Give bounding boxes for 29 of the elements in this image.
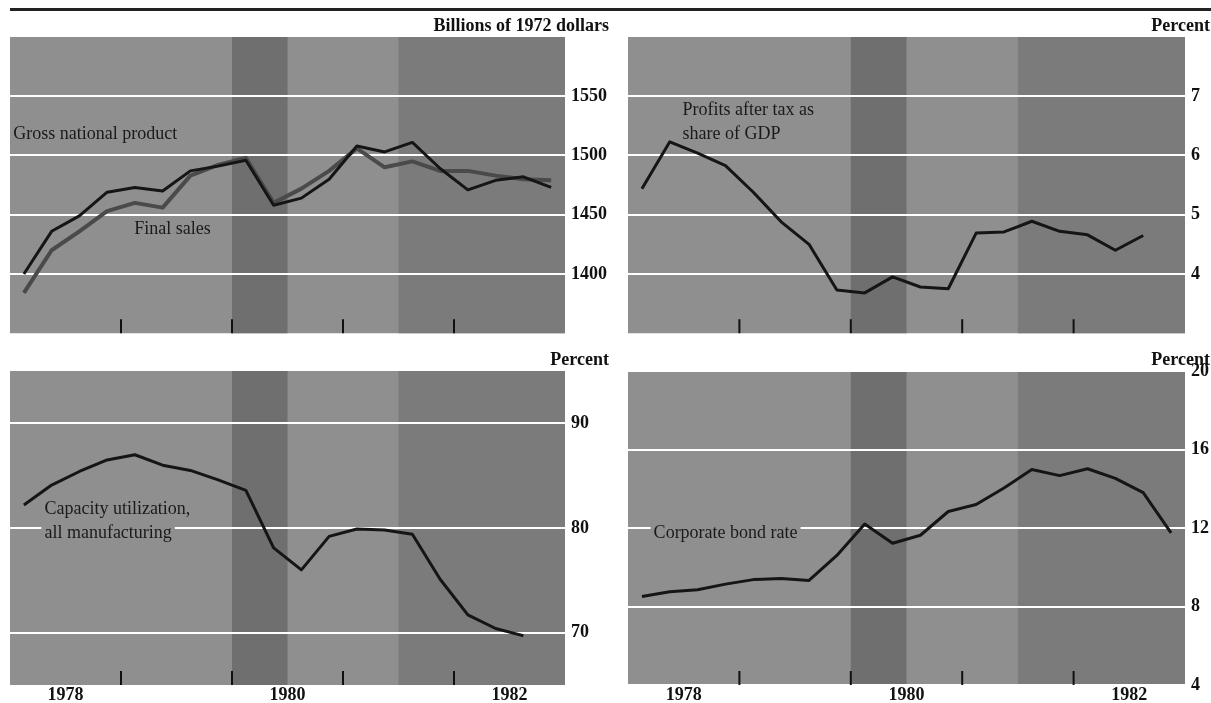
y-tick-label: 12	[1191, 516, 1209, 537]
y-tick-label: 80	[571, 516, 589, 537]
series-label: Capacity utilization, all manufacturing	[44, 497, 191, 542]
y-tick-label: 5	[1191, 203, 1200, 224]
x-tick-label: 1978	[665, 684, 702, 703]
y-tick-label: 1550	[571, 84, 607, 105]
x-tick-label: 1978	[47, 684, 84, 703]
y-axis-title: Percent	[1151, 14, 1210, 35]
y-tick-label: 70	[571, 621, 589, 642]
x-tick-label: 1982	[491, 684, 528, 703]
y-tick-label: 1400	[571, 262, 607, 283]
x-tick-label: 1982	[1111, 684, 1148, 703]
y-tick-label: 8	[1191, 595, 1200, 616]
y-tick-label: 1500	[571, 144, 607, 165]
y-tick-label: 4	[1191, 262, 1200, 283]
x-tick-label: 1980	[269, 684, 306, 703]
series-label: Final sales	[134, 217, 211, 238]
y-tick-label: 6	[1191, 144, 1200, 165]
text: Corporate bond rate	[653, 521, 798, 542]
y-axis-title: Billions of 1972 dollars	[433, 14, 609, 35]
y-tick-label: 16	[1191, 438, 1209, 459]
y-axis-title: Percent	[550, 348, 609, 369]
y-tick-label: 7	[1191, 84, 1200, 105]
series-label: Gross national product	[13, 122, 178, 143]
y-tick-label: 90	[571, 411, 589, 432]
x-tick-label: 1980	[888, 684, 925, 703]
y-tick-label: 1450	[571, 203, 607, 224]
series-label: Profits after tax as share of GDP	[682, 98, 815, 143]
y-tick-label: 4	[1191, 673, 1200, 694]
